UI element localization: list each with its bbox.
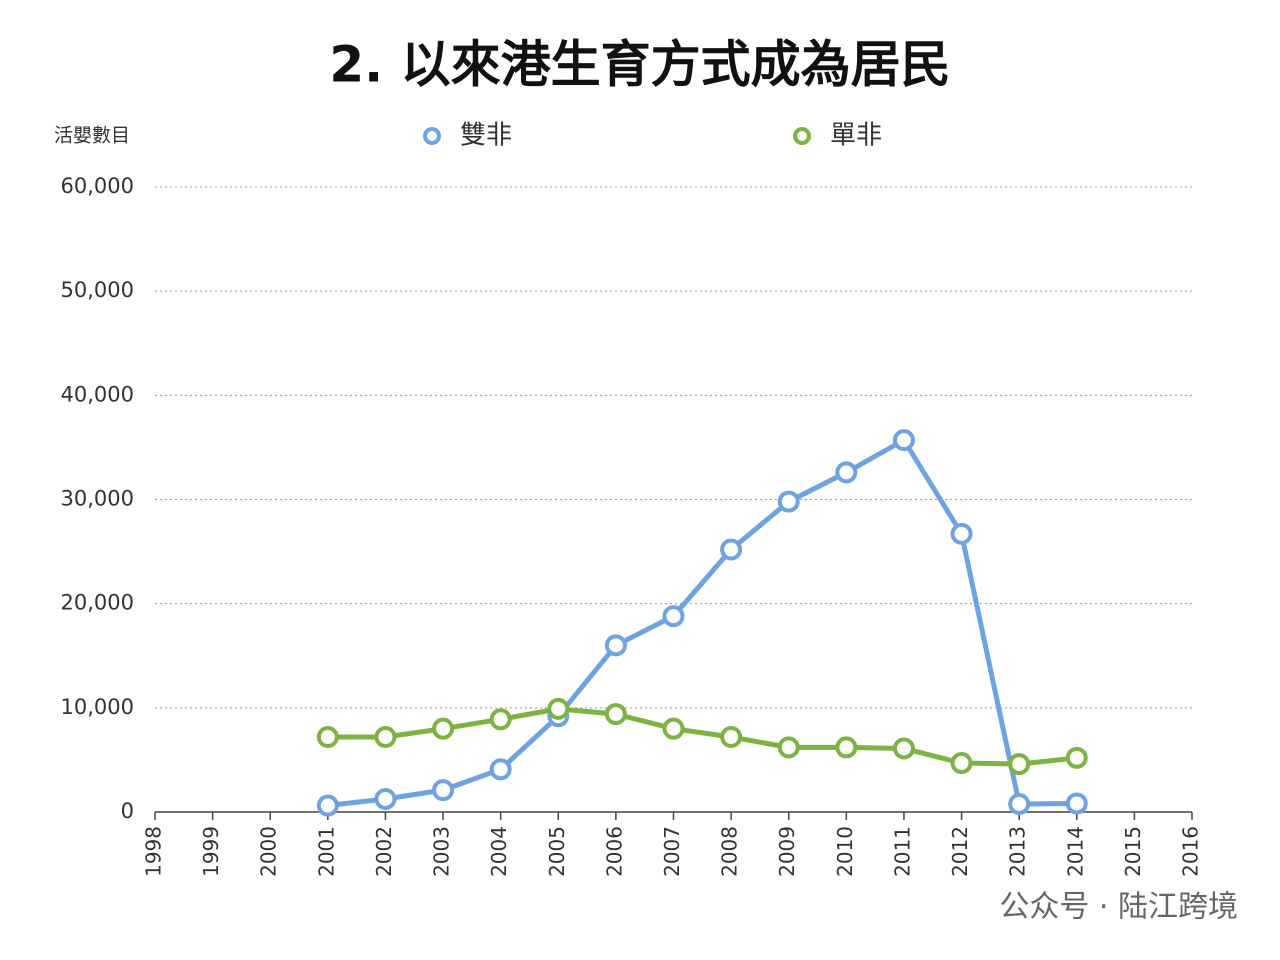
- data-point: [950, 752, 973, 775]
- x-tick-label: 1998: [142, 826, 166, 877]
- x-tick-label: 2002: [372, 826, 396, 877]
- x-tick-label: 2004: [487, 826, 511, 877]
- chart-title: 2. 以來港生育方式成為居民: [329, 36, 950, 94]
- data-point: [432, 779, 455, 802]
- x-tick-label: 2010: [833, 826, 857, 877]
- y-tick-label: 40,000: [61, 382, 134, 406]
- data-point: [1065, 792, 1088, 815]
- data-point: [489, 758, 512, 781]
- x-tick-label: 2015: [1121, 826, 1145, 877]
- data-point: [777, 736, 800, 759]
- x-tick-label: 2001: [314, 826, 338, 877]
- data-point: [316, 794, 339, 817]
- y-tick-label: 10,000: [61, 695, 134, 719]
- data-point: [835, 736, 858, 759]
- y-tick-label: 0: [121, 799, 134, 823]
- data-point: [1065, 746, 1088, 769]
- data-point: [489, 708, 512, 731]
- y-tick-label: 20,000: [61, 591, 134, 615]
- data-point: [604, 703, 627, 726]
- data-point: [547, 697, 570, 720]
- watermark: 公众号 · 陆江跨境: [999, 890, 1238, 925]
- legend-label: 單非: [830, 121, 882, 151]
- data-point: [374, 787, 397, 810]
- data-point: [950, 522, 973, 545]
- x-tick-label: 2008: [718, 826, 742, 877]
- data-point: [835, 461, 858, 484]
- x-tick-label: 2011: [890, 826, 914, 877]
- data-point: [1008, 792, 1031, 815]
- data-point: [892, 737, 915, 760]
- data-point: [1008, 753, 1031, 776]
- legend-label: 雙非: [460, 121, 512, 151]
- data-point: [777, 490, 800, 513]
- legend-marker: [423, 127, 441, 145]
- data-point: [720, 538, 743, 561]
- x-tick-label: 2000: [257, 826, 281, 877]
- y-tick-label: 60,000: [61, 174, 134, 198]
- legend-marker: [793, 127, 811, 145]
- data-point: [432, 717, 455, 740]
- data-point: [662, 605, 685, 628]
- x-tick-label: 2016: [1179, 826, 1203, 877]
- x-tick-label: 2012: [948, 826, 972, 877]
- y-axis-label: 活嬰數目: [54, 125, 130, 147]
- x-tick-label: 1999: [199, 826, 223, 877]
- data-point: [892, 429, 915, 452]
- x-tick-label: 2009: [775, 826, 799, 877]
- x-tick-label: 2005: [545, 826, 569, 877]
- y-tick-label: 30,000: [61, 487, 134, 511]
- data-point: [316, 726, 339, 748]
- x-tick-label: 2007: [660, 826, 684, 877]
- series-line: [327, 437, 1077, 809]
- x-tick-label: 2014: [1063, 826, 1087, 877]
- data-point: [720, 726, 743, 748]
- x-tick-label: 2003: [430, 826, 454, 877]
- data-point: [662, 717, 685, 740]
- data-point: [374, 726, 397, 748]
- x-tick-label: 2006: [602, 826, 626, 877]
- x-tick-label: 2013: [1006, 826, 1030, 877]
- data-point: [604, 634, 627, 657]
- y-tick-label: 50,000: [61, 278, 134, 302]
